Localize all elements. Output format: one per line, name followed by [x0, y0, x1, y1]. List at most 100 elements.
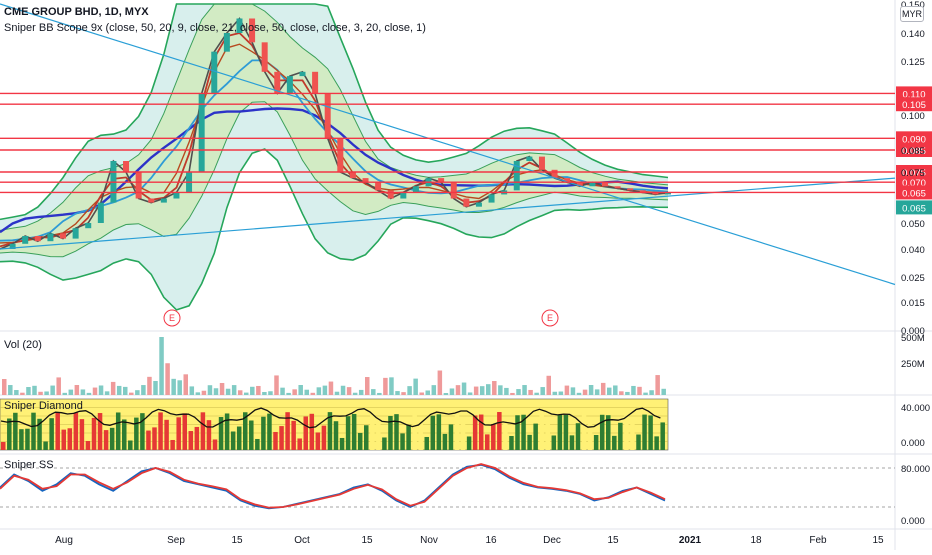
volume-bar — [50, 385, 55, 395]
diamond-bar — [654, 436, 659, 450]
diamond-bar — [261, 416, 266, 450]
diamond-bar — [569, 435, 575, 450]
candle — [324, 93, 331, 139]
volume-bar — [649, 390, 654, 395]
volume-bar — [619, 391, 624, 395]
candle — [274, 71, 281, 94]
candle — [349, 172, 356, 179]
candle — [412, 186, 419, 193]
volume-bar — [534, 392, 539, 395]
time-axis-tick-label: Aug — [55, 535, 73, 546]
volume-bar — [377, 392, 382, 395]
candle — [9, 243, 16, 249]
candle — [627, 188, 634, 191]
diamond-bar — [587, 423, 593, 450]
time-axis-tick-label: 15 — [231, 535, 243, 546]
candle — [387, 190, 394, 199]
diamond-bar — [497, 412, 502, 450]
volume-bar — [637, 386, 642, 395]
candle — [614, 186, 621, 189]
volume-bar — [213, 388, 219, 395]
outer-lower-band — [0, 148, 669, 311]
candle — [538, 156, 545, 170]
level-price-label: 0.070 — [902, 178, 926, 189]
diamond-bar — [406, 424, 411, 450]
volume-pane-label: Vol (20) — [4, 339, 42, 351]
volume-bar — [62, 392, 67, 395]
diamond-bar — [418, 421, 423, 450]
volume-bar — [225, 388, 231, 395]
indicator-legend[interactable]: Sniper BB Scope 9x (close, 50, 20, 9, cl… — [4, 22, 426, 34]
volume-bar — [383, 377, 388, 395]
diamond-bar — [563, 414, 569, 450]
volume-bar — [413, 378, 418, 395]
diamond-bar — [345, 416, 351, 450]
diamond-bar — [97, 413, 103, 450]
diamond-bar — [218, 417, 224, 450]
diamond-bar — [503, 422, 508, 450]
volume-bar — [56, 377, 61, 395]
volume-bar — [159, 337, 164, 395]
candle — [551, 169, 558, 179]
volume-bar — [256, 385, 261, 395]
diamond-bar — [73, 412, 79, 450]
volume-bar — [244, 392, 249, 395]
volume-bar — [655, 375, 660, 395]
price-axis-tick-label: 0.025 — [901, 273, 925, 284]
diamond-pane-label: Sniper Diamond — [4, 400, 83, 412]
volume-bar — [407, 386, 412, 395]
diamond-bar — [1, 442, 6, 450]
volume-bar — [44, 391, 49, 395]
time-axis-tick-label: 15 — [872, 535, 884, 546]
volume-bar — [334, 391, 340, 395]
diamond-bar — [164, 419, 169, 450]
candle — [72, 228, 79, 239]
volume-bar — [419, 392, 424, 395]
diamond-bar — [49, 418, 54, 450]
volume-bar — [607, 387, 612, 395]
diamond-bar — [297, 438, 302, 450]
diamond-bar — [442, 433, 448, 450]
candle — [85, 223, 92, 229]
level-price-label: 0.110 — [902, 89, 925, 100]
candle — [576, 182, 583, 187]
time-axis-tick-label: Oct — [294, 535, 310, 546]
diamond-bar — [448, 424, 454, 450]
diamond-bar — [43, 441, 48, 450]
volume-bar — [504, 387, 509, 395]
volume-bar — [110, 381, 116, 395]
volume-bar — [26, 387, 31, 395]
last-price-tag — [896, 200, 932, 215]
diamond-bar — [200, 412, 206, 450]
volume-bar — [268, 391, 273, 395]
time-axis-tick-label: 15 — [361, 535, 373, 546]
candle — [337, 138, 344, 172]
volume-bar — [189, 386, 195, 395]
diamond-line — [0, 407, 661, 429]
volume-bar — [135, 390, 140, 395]
diamond-bar — [67, 428, 73, 450]
diamond-bar — [182, 413, 187, 450]
diamond-bar — [61, 429, 66, 450]
volume-bar — [528, 389, 533, 395]
volume-bar — [358, 389, 364, 395]
volume-bar — [219, 382, 225, 395]
volume-bar — [274, 375, 279, 395]
candle — [261, 42, 268, 72]
diamond-bar — [31, 412, 36, 450]
diamond-bar — [509, 435, 514, 450]
volume-axis-tick-label: 500M — [901, 333, 925, 344]
diamond-bar — [255, 438, 260, 450]
volume-bar — [316, 387, 322, 395]
volume-bar — [123, 386, 128, 395]
last-price-label: 0.065 — [902, 203, 926, 214]
candle — [400, 192, 407, 199]
diamond-bar — [224, 413, 230, 450]
diamond-bar — [412, 412, 417, 450]
currency-badge[interactable]: MYR — [900, 6, 924, 22]
volume-bar — [171, 378, 176, 395]
diamond-bar — [618, 422, 623, 450]
earnings-event-label: E — [547, 313, 553, 323]
volume-bar — [625, 391, 630, 395]
